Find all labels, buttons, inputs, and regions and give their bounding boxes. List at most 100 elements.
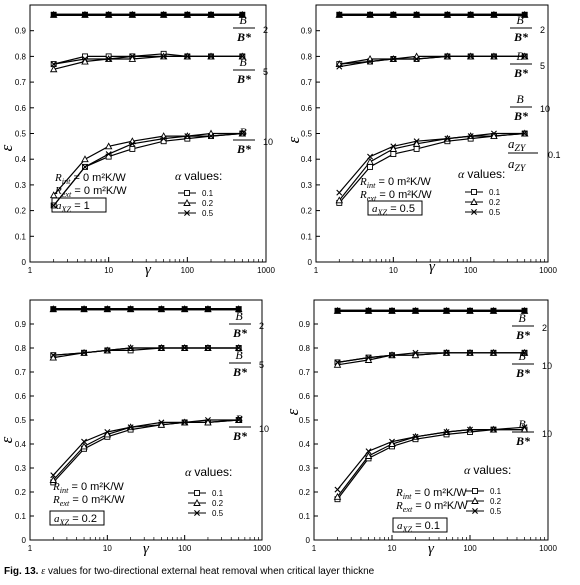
r-ext-label-subscript: ext — [60, 499, 70, 508]
series-line — [53, 132, 243, 196]
ratio-label-denominator: B* — [513, 109, 529, 123]
a-xz-box — [49, 510, 105, 526]
x-axis-label: γ — [143, 541, 150, 557]
y-tick-label: 0.5 — [299, 416, 311, 425]
r-ext-label: Rext = 0 m²K/W — [359, 189, 432, 203]
legend-title-text: values: — [467, 167, 505, 181]
r-int-label-value: = 0 m²K/W — [411, 487, 467, 499]
legend-entry: 0.2 — [212, 499, 224, 508]
y-tick-label: 0.5 — [301, 130, 313, 139]
x-tick-label: 10 — [104, 266, 113, 275]
y-tick-label: 0.6 — [299, 392, 311, 401]
r-ext-label-subscript: ext — [403, 505, 413, 514]
data-point — [334, 486, 341, 493]
data-point — [50, 11, 57, 18]
y-tick-label: 0.1 — [15, 232, 27, 241]
data-point — [412, 349, 419, 356]
r-int-label-subscript: int — [403, 492, 412, 501]
x-tick-label: 1 — [28, 544, 33, 553]
data-point — [467, 349, 473, 356]
data-point — [105, 151, 112, 158]
data-point — [490, 130, 497, 137]
data-point — [444, 11, 451, 18]
data-point — [521, 53, 528, 60]
series-line — [53, 347, 239, 356]
x-axis-label: γ — [429, 259, 436, 275]
data-point — [184, 53, 191, 60]
data-point — [235, 345, 242, 351]
data-point — [389, 438, 395, 445]
data-point — [208, 53, 215, 60]
legend-marker — [193, 499, 201, 506]
data-point — [239, 130, 246, 137]
legend-marker — [471, 209, 477, 215]
data-point — [390, 143, 397, 150]
legend-marker — [472, 508, 478, 514]
data-point — [367, 58, 374, 65]
data-point — [412, 307, 419, 314]
ratio-label-denominator: B* — [513, 30, 529, 44]
aspect-denominator-subscript: ZY — [515, 163, 527, 174]
data-point — [335, 196, 344, 204]
aspect-numerator: aZY — [508, 136, 527, 154]
data-point — [336, 189, 343, 196]
r-int-label-value: = 0 m²K/W — [70, 172, 126, 184]
aspect-denominator-symbol: a — [508, 156, 515, 171]
r-ext-label: Rext = 0 m²K/W — [395, 500, 468, 514]
ratio-label-value: 5 — [263, 67, 268, 77]
r-ext-label-value: = 0 m²K/W — [376, 189, 432, 201]
legend-title-symbol: α — [458, 167, 467, 181]
data-point — [389, 352, 395, 359]
data-point — [104, 306, 111, 313]
r-int-label-subscript: int — [60, 486, 69, 495]
data-point — [336, 11, 343, 18]
data-point — [235, 306, 242, 313]
ratio-label: B B* 10 — [512, 349, 552, 380]
ratio-label-denominator: B* — [236, 30, 252, 44]
data-point — [334, 307, 341, 314]
ratio-label-denominator: B* — [236, 142, 252, 156]
data-point — [127, 424, 134, 431]
y-tick-label: 0.4 — [301, 155, 313, 164]
y-tick-label: 0.2 — [301, 207, 313, 216]
r-int-label-symbol: R — [54, 172, 62, 184]
caption-text: values for two-directional external heat… — [45, 566, 375, 577]
y-tick-label: 0.2 — [299, 488, 311, 497]
data-point — [81, 57, 89, 65]
data-point — [467, 133, 474, 140]
data-point — [239, 11, 246, 18]
legend: α values: 0.10.20.5 — [185, 465, 232, 518]
data-point — [184, 133, 191, 140]
data-point — [413, 138, 420, 145]
r-int-label-symbol: R — [359, 176, 367, 188]
x-tick-label: 10 — [389, 266, 398, 275]
r-int-label-subscript: int — [367, 181, 376, 190]
x-tick-label: 100 — [464, 266, 478, 275]
series-line — [52, 419, 239, 476]
caption-symbol: ε — [41, 566, 46, 577]
a-xz-text: aXZ = 0.2 — [54, 513, 97, 527]
data-point — [158, 345, 165, 351]
ratio-label: B B* 2 — [233, 13, 268, 44]
data-point — [50, 352, 57, 359]
ratio-label-denominator: B* — [513, 66, 529, 80]
data-point — [181, 306, 188, 313]
y-tick-label: 0.3 — [15, 464, 27, 473]
ratio-label-numerator: B — [235, 412, 243, 426]
chart-panel-1: 00.10.20.30.40.50.60.70.80.91101001000εγ… — [0, 4, 275, 278]
data-point — [490, 132, 498, 140]
ratio-label-value: 2 — [542, 323, 547, 333]
legend-entry: 0.1 — [202, 189, 214, 198]
data-point — [81, 11, 88, 18]
legend-marker — [194, 510, 200, 516]
a-xz-text-value: = 0.2 — [69, 513, 97, 525]
r-int-label: Rint = 0 m²K/W — [52, 481, 124, 495]
data-point — [367, 11, 374, 18]
legend-title: α values: — [464, 463, 511, 477]
ratio-label: B B* 10 — [229, 412, 269, 443]
r-ext-label: Rext = 0 m²K/W — [54, 185, 127, 199]
aspect-numerator-symbol: a — [508, 136, 515, 151]
a-xz-text: aXZ = 0.5 — [372, 203, 415, 217]
y-tick-label: 0.9 — [301, 27, 313, 36]
data-point — [412, 433, 419, 440]
